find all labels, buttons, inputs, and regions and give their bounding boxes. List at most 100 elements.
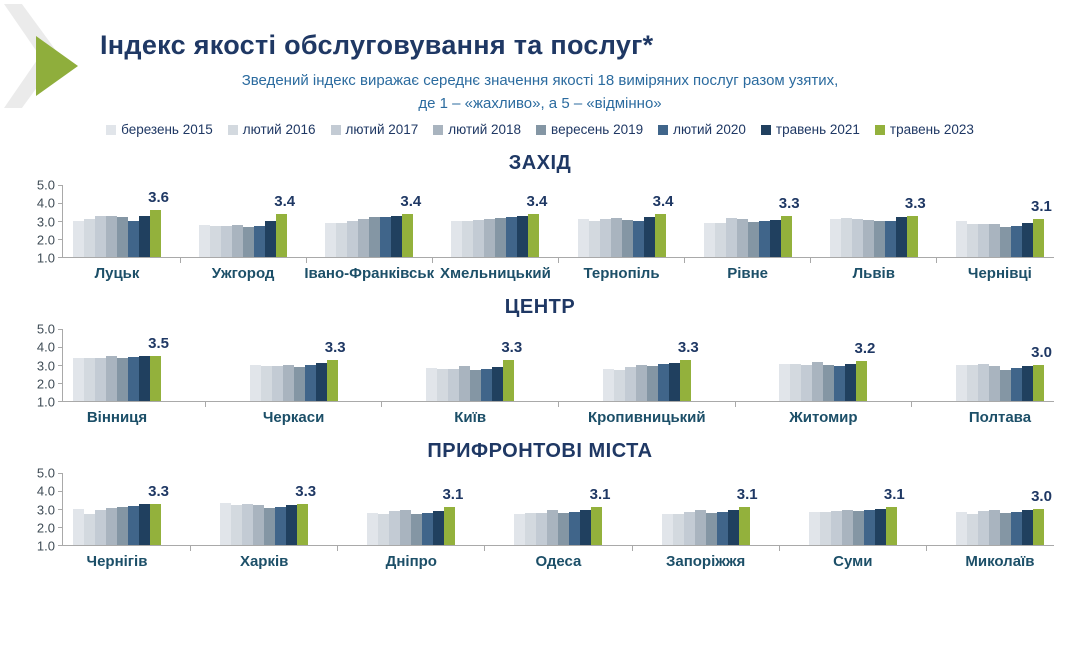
y-axis-tick <box>58 239 63 240</box>
legend-item-2: лютий 2016 <box>227 122 316 137</box>
bar-вересень-2019 <box>823 365 835 401</box>
bar-березень-2015 <box>577 219 589 257</box>
bar-лютий-2020 <box>758 221 770 257</box>
city-group: 3.4 Тернопіль <box>577 185 674 282</box>
bar-вересень-2019 <box>873 221 885 257</box>
legend-label: вересень 2019 <box>551 122 644 137</box>
bar-травень-2023 <box>528 213 540 257</box>
bar-травень-2023 <box>276 213 288 257</box>
bar-травень-2023 <box>679 359 691 401</box>
bar-лютий-2016 <box>588 221 600 257</box>
value-label: 3.1 <box>589 486 611 504</box>
city-label: Одеса <box>535 553 582 570</box>
bar-лютий-2016 <box>462 221 474 257</box>
bar-лютий-2020 <box>1010 226 1022 257</box>
bar-травень-2021 <box>727 509 739 545</box>
bar-березень-2015 <box>808 511 820 545</box>
bar-лютий-2016 <box>84 514 95 545</box>
bar-лютий-2016 <box>613 369 625 401</box>
city-label: Ужгород <box>211 265 275 282</box>
y-axis-tick <box>58 221 63 222</box>
x-axis-tick <box>204 402 206 407</box>
legend-label: лютий 2018 <box>448 122 522 137</box>
bar-лютий-2018 <box>459 365 471 401</box>
legend-swatch-icon <box>227 124 238 135</box>
city-group: 3.2 Житомир <box>779 329 875 426</box>
bar-травень-2023 <box>297 503 309 545</box>
city-label: Запоріжжя <box>665 553 746 570</box>
bar-березень-2015 <box>73 357 84 401</box>
x-axis-tick <box>810 258 812 263</box>
bar-вересень-2019 <box>747 221 759 257</box>
value-label: 3.3 <box>324 338 346 356</box>
city-group: 3.1 Дніпро <box>367 473 463 570</box>
bar-лютий-2016 <box>437 368 449 401</box>
y-axis-tick <box>58 401 63 402</box>
bar-травень-2021 <box>286 505 298 545</box>
bar-лютий-2020 <box>569 511 581 545</box>
bar-березень-2015 <box>955 511 967 545</box>
city-group: 3.1 Одеса <box>514 473 610 570</box>
y-axis-tick-label: 4.0 <box>36 339 55 355</box>
bar-лютий-2017 <box>851 219 863 257</box>
bar-лютий-2017 <box>977 364 989 401</box>
legend-label: березень 2015 <box>121 122 213 137</box>
value-label: 3.3 <box>778 194 800 212</box>
bar-лютий-2020 <box>481 368 493 401</box>
bar-лютий-2017 <box>95 215 106 257</box>
value-label: 3.2 <box>854 340 876 358</box>
bar-вересень-2019 <box>470 370 482 401</box>
bar-лютий-2020 <box>422 512 434 545</box>
bar-травень-2021 <box>895 217 907 257</box>
bar-березень-2015 <box>249 365 261 401</box>
city-label: Харків <box>239 553 289 570</box>
city-label: Рівне <box>727 265 769 282</box>
y-axis-tick <box>58 347 63 348</box>
bar-березень-2015 <box>426 367 438 401</box>
bar-вересень-2019 <box>999 369 1011 401</box>
y-axis-tick <box>58 203 63 204</box>
bar-лютий-2016 <box>966 514 978 545</box>
bar-березень-2015 <box>955 221 967 257</box>
bar-лютий-2016 <box>819 511 831 545</box>
bar-лютий-2018 <box>282 365 294 401</box>
bar-травень-2021 <box>391 215 403 257</box>
x-axis-tick <box>557 258 559 263</box>
value-label: 3.1 <box>736 486 758 504</box>
city-label: Черкаси <box>262 409 325 426</box>
y-axis-tick <box>58 185 63 186</box>
bar-лютий-2016 <box>336 222 348 257</box>
bar-травень-2023 <box>1032 365 1044 401</box>
bar-лютий-2018 <box>736 219 748 257</box>
bar-травень-2023 <box>150 356 161 401</box>
bar-лютий-2016 <box>966 365 978 401</box>
value-label: 3.4 <box>652 192 674 210</box>
city-label: Вінниця <box>86 409 148 426</box>
city-label: Миколаїв <box>965 553 1035 570</box>
city-label: Івано-Франківськ <box>304 265 435 282</box>
bar-лютий-2020 <box>884 221 896 257</box>
y-axis-tick <box>58 329 63 330</box>
x-axis-tick <box>190 546 192 551</box>
value-label: 3.4 <box>400 192 422 210</box>
x-axis-tick <box>631 546 633 551</box>
legend-item-4: лютий 2018 <box>433 122 521 137</box>
bar-лютий-2018 <box>358 219 370 257</box>
value-label: 3.3 <box>148 482 169 500</box>
bar-травень-2021 <box>517 215 529 257</box>
bar-лютий-2018 <box>694 509 706 545</box>
chart-section-3: ПРИФРОНТОВІ МІСТА 5.0 4.0 3.0 2.0 1.0 3.3 Черні… <box>0 440 1080 570</box>
bar-травень-2023 <box>780 215 792 257</box>
bar-вересень-2019 <box>243 227 255 257</box>
bar-лютий-2020 <box>304 365 316 401</box>
plot-area: 3.3 Чернігів 3.3 Харків 3.1 Дніпро 3.1 Одеса 3.1… <box>58 473 1054 570</box>
bar-лютий-2018 <box>232 224 244 257</box>
bar-лютий-2016 <box>840 218 852 257</box>
city-group: 3.4 Ужгород <box>199 185 295 282</box>
y-axis-tick-label: 4.0 <box>36 483 55 499</box>
bar-лютий-2018 <box>988 223 1000 257</box>
bar-березень-2015 <box>199 224 211 257</box>
plot-area: 3.6 Луцьк 3.4 Ужгород 3.4 Івано-Франківськ 3.4… <box>58 185 1054 282</box>
bar-березень-2015 <box>829 219 841 257</box>
city-label: Луцьк <box>94 265 140 282</box>
